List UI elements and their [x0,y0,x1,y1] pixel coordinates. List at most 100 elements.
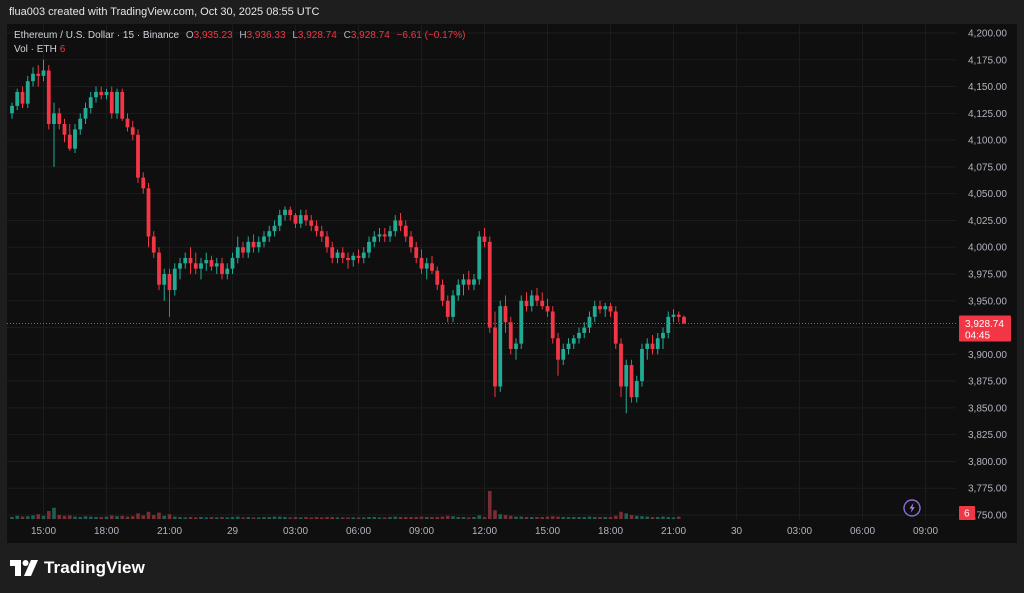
candle-body [319,231,324,237]
symbol-title[interactable]: Ethereum / U.S. Dollar · 15 · Binance [14,30,180,41]
candle-body [640,348,644,382]
candle-body [125,118,130,128]
volume-bar [225,517,230,519]
price-tag-countdown: 04:45 [965,331,990,342]
volume-bar [592,517,597,519]
volume-bar [335,517,340,519]
volume-bar [136,513,140,519]
y-tick-label: 3,750.00 [968,511,1007,522]
volume-bar [624,513,629,519]
volume-bar [256,517,261,519]
volume-bar [514,516,518,519]
candle-body [256,241,261,248]
candle-body [78,118,83,130]
candle-body [225,268,230,274]
candle-body [262,236,266,242]
volume-bar [277,516,282,519]
volume-bar [188,517,193,519]
volume-bar [519,516,524,519]
volume-bar [109,515,114,519]
y-tick-label: 4,075.00 [968,162,1007,173]
x-tick-label: 18:00 [598,526,623,537]
candle-body [487,241,492,328]
volume-row: Vol · ETH 6 [14,43,465,57]
volume-bar [398,517,403,519]
volume-bar [99,517,104,519]
volume-bar [603,517,608,519]
candle-body [608,306,613,312]
candle-body [162,274,167,285]
volume-bar [540,517,545,519]
candle-body [298,215,303,224]
candle-body [304,215,308,221]
candle-body [67,134,72,149]
volume-bar [241,517,245,519]
lightning-bolt-icon[interactable] [903,499,921,517]
volume-bar [46,511,51,519]
candle-body [277,215,282,226]
x-tick-label: 18:00 [94,526,119,537]
volume-bar [461,517,466,519]
volume-bar [372,517,377,519]
candle-body [183,257,188,264]
volume-bar [20,516,25,519]
candle-body [115,91,119,114]
candle-body [382,234,387,237]
candle-body [451,295,455,317]
y-tick-label: 4,000.00 [968,243,1007,254]
x-tick-label: 29 [227,526,239,537]
candle-body [440,284,445,301]
candle-body [477,236,482,280]
volume-bar [178,517,182,519]
volume-bar [529,517,534,519]
candle-body [430,263,434,271]
candle-body [682,316,686,324]
volume-bar [535,517,539,519]
candle-body [377,234,382,237]
x-tick-label: 21:00 [157,526,182,537]
candle-body [634,381,639,398]
volume-value: 6 [59,44,66,55]
volume-bar [388,517,392,519]
volume-bar [493,510,497,519]
volume-bar [246,517,251,519]
x-tick-label: 06:00 [346,526,371,537]
candle-body [94,91,98,98]
volume-bar [435,517,440,519]
volume-label[interactable]: Vol · ETH [14,44,57,55]
candle-body [62,124,67,135]
volume-bar [613,515,618,519]
candle-body [419,257,424,269]
candle-body [172,268,177,291]
candle-body [220,263,224,274]
volume-bar [587,516,592,519]
volume-bar [283,517,287,519]
candle-body [461,279,466,285]
y-tick-label: 4,200.00 [968,29,1007,40]
candle-body [598,306,602,310]
candle-body [472,279,476,285]
volume-bar [183,517,188,519]
volume-bar [545,516,550,519]
volume-bar [377,517,382,519]
volume-bar [393,516,398,519]
candle-body [272,225,277,232]
candle-body [661,332,665,339]
volume-bar [88,516,93,519]
volume-bar [104,516,109,519]
volume-bar [130,516,135,519]
candle-body [372,236,377,242]
candle-body [41,70,46,76]
candle-body [36,73,41,76]
candle-body [330,247,335,258]
high-value: 3,936.33 [246,30,286,41]
tradingview-logo[interactable]: TradingView [10,556,145,580]
volume-bar [676,516,681,519]
volume-bar [162,515,167,519]
volume-bar [209,517,214,519]
volume-bar [230,517,235,519]
candle-body [493,327,497,387]
volume-bar [456,517,461,519]
candle-body [613,311,618,344]
